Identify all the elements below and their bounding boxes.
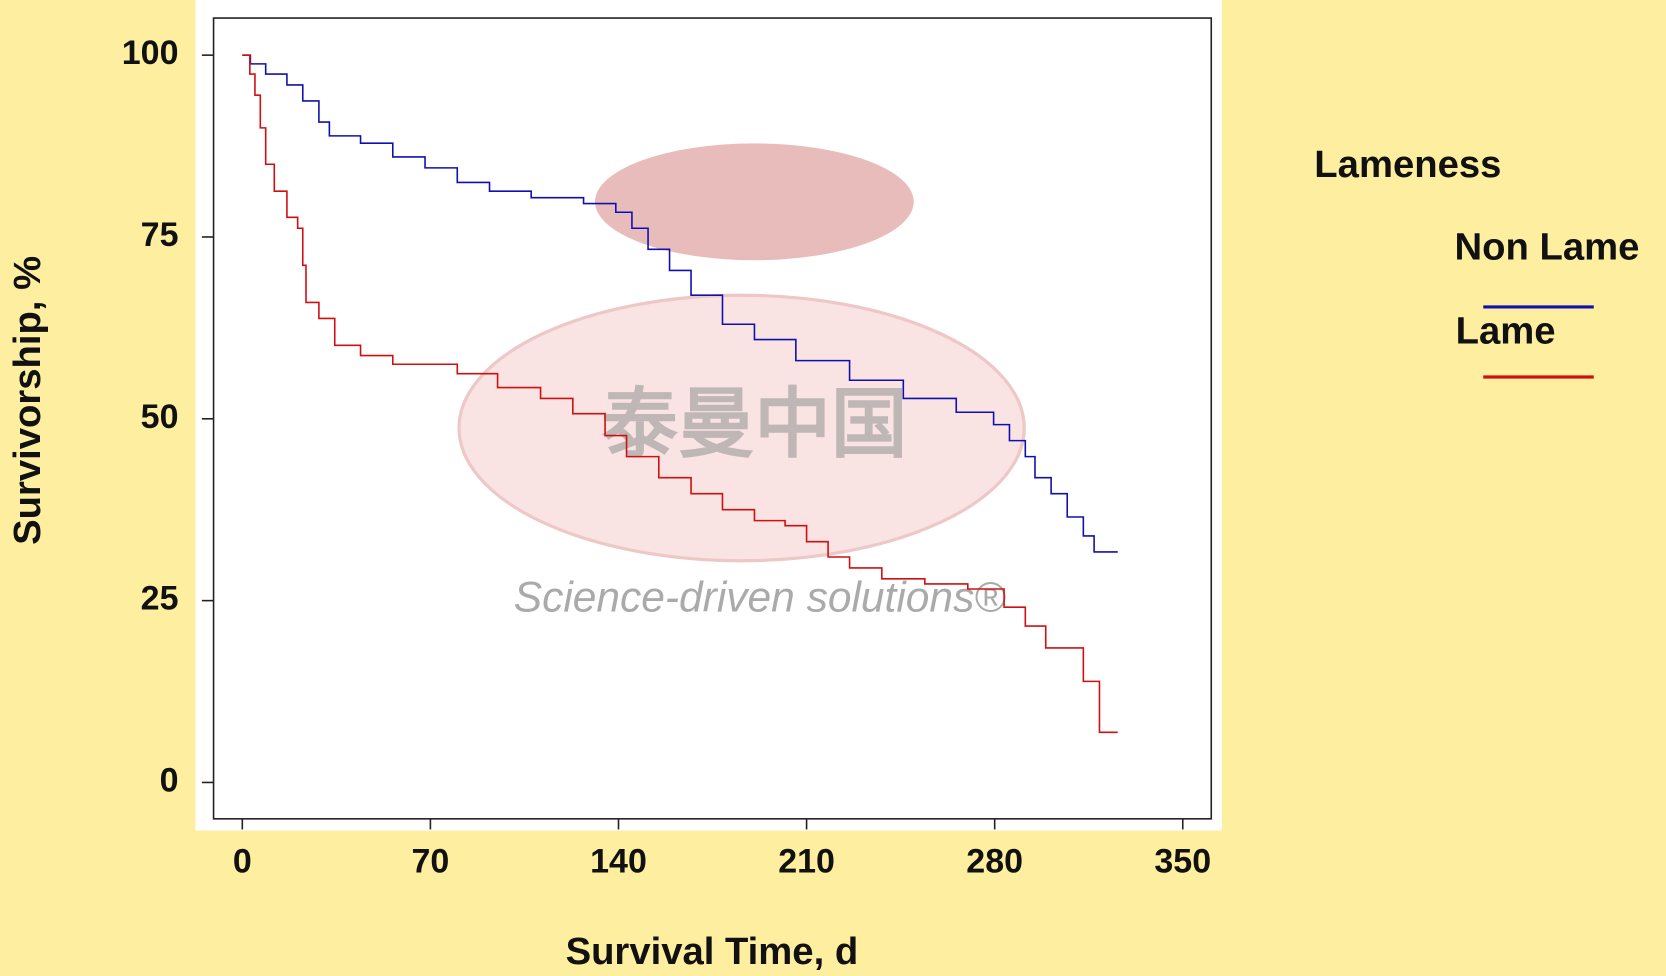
y-axis-title: Survivorship, % xyxy=(6,256,49,545)
y-tick-label: 100 xyxy=(122,34,179,72)
watermark-logo xyxy=(457,143,1026,563)
legend-label: Non Lame xyxy=(1455,226,1640,269)
x-tick-label: 210 xyxy=(778,842,835,880)
x-axis-title: Survival Time, d xyxy=(566,930,859,973)
y-tick-label: 0 xyxy=(160,761,179,799)
x-tick-label: 140 xyxy=(590,842,647,880)
y-tick-label: 75 xyxy=(141,216,179,254)
watermark-text: 泰曼中国 xyxy=(601,382,907,467)
x-tick-label: 0 xyxy=(233,842,252,880)
x-tick-label: 70 xyxy=(411,842,449,880)
x-tick-label: 350 xyxy=(1154,842,1211,880)
plot-background xyxy=(195,0,1222,831)
survival-line xyxy=(242,54,1118,553)
legend-title: Lameness xyxy=(1314,143,1501,186)
y-tick-label: 25 xyxy=(141,580,179,618)
watermark-slogan: Science-driven solutions® xyxy=(514,574,1007,621)
x-tick-label: 280 xyxy=(966,842,1023,880)
legend-label: Lame xyxy=(1456,310,1556,353)
y-tick-label: 50 xyxy=(141,398,179,436)
survival-line xyxy=(242,54,1118,734)
